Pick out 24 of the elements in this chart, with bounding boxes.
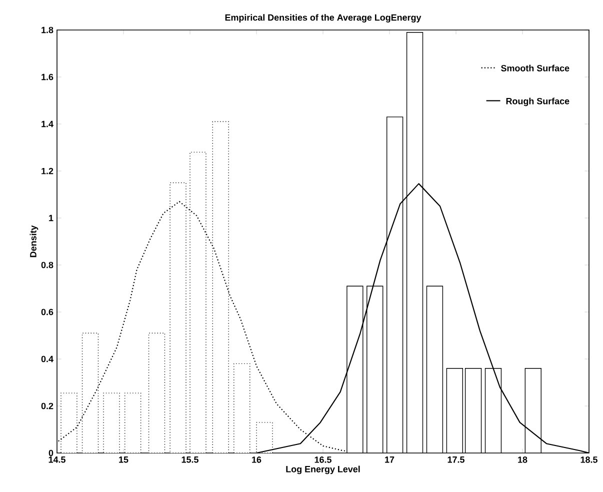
y-tick-label: 0.8 xyxy=(41,262,54,268)
legend-label: Smooth Surface xyxy=(501,64,570,72)
x-tick-label: 18.5 xyxy=(580,456,598,463)
x-tick-label: 17 xyxy=(385,456,394,463)
x-tick-label: 16 xyxy=(252,456,262,463)
y-tick-label: 1.6 xyxy=(42,74,54,80)
y-tick-label: 0.6 xyxy=(41,308,54,316)
y-axis-title: Density xyxy=(30,225,38,258)
y-tick-label: 1.8 xyxy=(42,26,54,34)
x-tick-label: 15 xyxy=(119,456,128,463)
y-tick-label: 1.2 xyxy=(42,168,54,174)
y-tick-label: 1.4 xyxy=(42,120,54,128)
x-axis-title: Log Energy Level xyxy=(286,466,360,474)
y-tick-label: 0.2 xyxy=(41,402,54,410)
x-tick-label: 18 xyxy=(518,456,528,463)
y-tick-label: 0.4 xyxy=(41,356,54,362)
x-tick-label: 15.5 xyxy=(182,456,198,463)
y-tick-label: 1 xyxy=(49,214,54,222)
chart-title: Empirical Densities of the Average LogEnergy xyxy=(225,14,422,22)
x-tick-label: 16.5 xyxy=(314,456,332,463)
legend-label: Rough Surface xyxy=(506,98,570,106)
y-tick-label: 0 xyxy=(48,450,54,456)
x-tick-label: 14.5 xyxy=(48,456,66,463)
x-tick-label: 17.5 xyxy=(448,456,464,463)
